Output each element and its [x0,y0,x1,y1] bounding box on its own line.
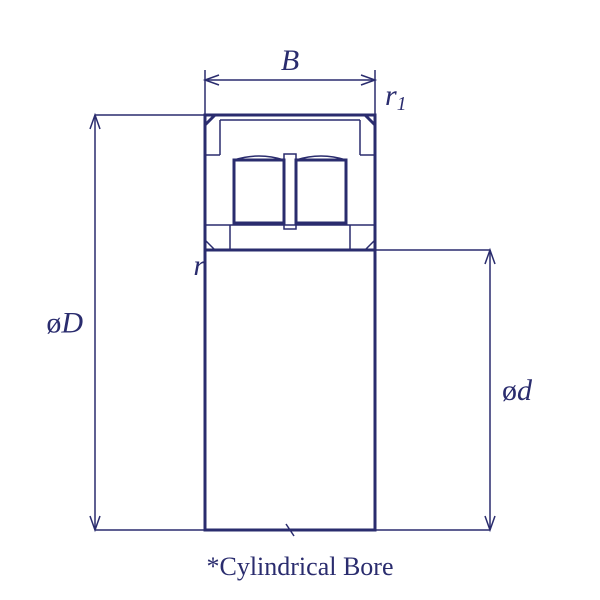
label-r: r [193,249,205,282]
label-B: B [281,44,299,77]
diagram-stroke [284,154,296,229]
label-d: ød [502,374,533,407]
label-r1: r1 [385,79,406,115]
diagram-stroke [234,160,284,223]
caption: *Cylindrical Bore [206,552,393,581]
diagram-stroke [205,115,375,530]
label-D: øD [46,307,83,340]
diagram-stroke [296,160,346,223]
